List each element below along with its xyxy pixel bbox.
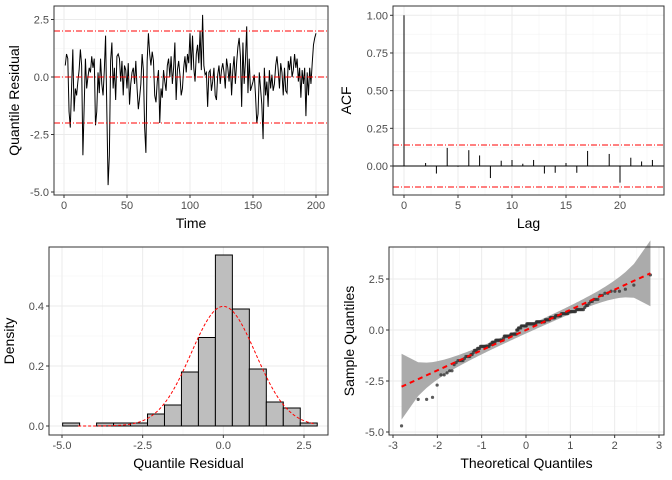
panel-1 [54,6,328,195]
panel-2 [393,6,664,195]
histogram-bar [299,422,318,427]
y-axis-label: ACF [338,87,354,115]
histogram-bar [231,308,250,427]
y-tick-label: 0.0 [369,325,384,337]
y-tick-label: 0.25 [367,123,388,135]
x-tick-label: -1 [477,440,487,452]
x-tick-label: 10 [506,200,518,212]
qq-point [617,289,622,293]
histogram-bar [197,337,216,427]
panel-3 [49,247,328,435]
y-tick-label: 0.50 [367,86,388,98]
qq-point [448,369,452,373]
y-axis-label: Sample Quantiles [341,286,357,397]
qq-point [623,287,627,291]
qq-point [399,424,404,428]
y-tick-label: 1.00 [367,10,388,22]
y-tick-label: 0.0 [34,72,49,84]
x-tick-label: 1 [567,440,573,452]
qq-point [445,371,449,375]
axes-2: 0 5 10 15 20 0.00 0.25 0.50 0.75 1.00 Lag ACF [338,5,665,231]
axes-4: -3 -2 -1 0 1 2 3 -5.0 -2.5 0.0 2.5 Theoretical Quan… [341,246,665,471]
x-tick-label: 5 [455,200,461,212]
x-tick-label: 0 [401,200,407,212]
plot-background [393,6,664,195]
qq-point [632,283,636,287]
x-tick-label: 20 [614,200,626,212]
qq-reference-line [401,272,651,388]
normal-density-curve [78,305,314,427]
y-axis-label: Quantile Residual [6,45,22,156]
histogram-bar [214,254,233,427]
x-tick-label: -3 [388,440,398,452]
y-tick-label: 0.0 [29,421,44,433]
qq-point [450,369,454,373]
histogram-bar [163,404,182,427]
x-tick-label: -2 [432,440,442,452]
qq-point [596,297,600,301]
y-tick-label: 2.5 [34,15,49,27]
y-tick-label: 0.75 [367,48,388,60]
x-tick-label: 100 [181,200,199,212]
histogram-bar [62,422,81,427]
x-tick-label: 15 [560,200,572,212]
y-tick-label: 2.5 [369,274,384,286]
x-axis-label: Time [176,215,207,231]
y-tick-label: -2.5 [365,376,384,388]
x-tick-label: 0.0 [216,440,231,452]
x-tick-label: 0 [61,200,67,212]
y-tick-label: -5.0 [30,187,49,199]
qq-point [430,395,435,399]
qq-point [439,373,443,377]
histogram-bar [265,401,284,427]
histogram-bar [248,368,267,427]
qq-point [416,397,420,401]
panel-border [392,5,665,196]
x-axis-label: Theoretical Quantiles [460,455,592,471]
y-tick-label: 0.2 [29,361,44,373]
y-tick-label: 0.00 [367,161,388,173]
x-tick-label: 0 [523,440,529,452]
x-tick-label: -2.5 [133,440,152,452]
panel-border [388,246,665,436]
x-tick-label: 150 [244,200,262,212]
x-axis-label: Lag [517,215,540,231]
qq-point [603,291,607,295]
qq-point [613,289,617,293]
panel-border [53,5,329,196]
x-tick-label: 200 [307,200,325,212]
y-tick-label: 0.4 [29,301,44,313]
panel-border [48,246,329,436]
axes-3: -5.0 -2.5 0.0 2.5 0.0 0.2 0.4 Quantile Residual… [1,246,329,471]
panel-4 [389,240,664,435]
x-tick-label: 50 [121,200,133,212]
x-tick-label: -5.0 [53,440,72,452]
qq-point [435,383,439,387]
y-tick-label: -2.5 [30,130,49,142]
x-axis-label: Quantile Residual [133,455,244,471]
x-tick-label: 2 [612,440,618,452]
qq-point [442,373,446,377]
x-tick-label: 3 [656,440,662,452]
qq-point [454,361,458,365]
axes-1: 0 50 100 150 200 -5.0 -2.5 0.0 2.5 Time Quantile R… [6,5,329,231]
x-tick-label: 2.5 [296,440,311,452]
histogram-bar [147,413,165,427]
y-tick-label: -5.0 [365,427,384,439]
y-axis-label: Density [1,318,17,365]
histogram-bar [282,407,301,427]
qq-point [425,397,429,401]
histogram-bar [180,371,199,427]
residual-series-line [64,14,317,186]
